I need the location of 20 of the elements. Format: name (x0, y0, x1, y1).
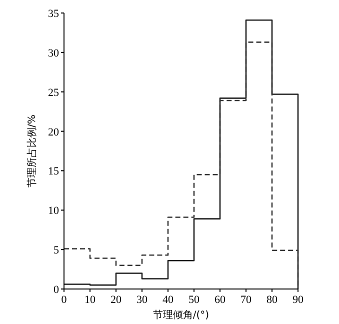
y-tick-label: 30 (48, 47, 60, 60)
x-tick-label: 70 (240, 294, 252, 306)
x-tick-label: 80 (266, 294, 278, 306)
x-tick-label: 40 (162, 294, 174, 306)
y-tick-label: 0 (54, 284, 60, 296)
y-tick-label: 20 (48, 126, 60, 138)
y-tick-label: 35 (48, 8, 60, 20)
x-tick-label: 50 (188, 294, 200, 306)
y-tick-label: 5 (54, 244, 60, 257)
x-tick-label: 90 (292, 294, 304, 306)
x-tick-label: 60 (214, 294, 226, 306)
y-tick-label: 25 (48, 86, 60, 99)
x-tick-label: 0 (61, 294, 68, 306)
x-tick-label: 10 (84, 294, 96, 306)
y-axis-title: 节理所占比例/% (26, 114, 38, 188)
y-tick-label: 10 (48, 205, 60, 218)
y-tick-label: 15 (48, 166, 60, 178)
x-tick-label: 30 (136, 294, 148, 306)
x-axis-title: 节理倾角/(°) (152, 309, 210, 321)
x-tick-label: 20 (110, 294, 122, 306)
